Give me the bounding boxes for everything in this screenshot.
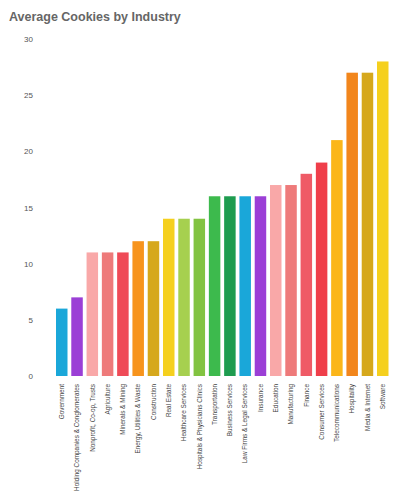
bar bbox=[71, 297, 83, 376]
x-tick-label: Agriculture bbox=[104, 384, 112, 415]
x-tick-label: Minerals & Mining bbox=[119, 384, 127, 435]
y-tick-label: 5 bbox=[29, 316, 34, 325]
x-tick-label: Media & Internet bbox=[364, 384, 371, 431]
x-tick-label: Manufacturing bbox=[287, 384, 295, 425]
x-tick-label: Business Services bbox=[226, 384, 233, 436]
bar bbox=[102, 252, 114, 376]
x-tick-label: Real Estate bbox=[165, 384, 172, 417]
x-tick-label: Hospitals & Physicians Clinics bbox=[196, 384, 204, 469]
bar bbox=[270, 185, 282, 376]
bar bbox=[178, 219, 190, 376]
bar bbox=[132, 241, 144, 376]
y-tick-label: 30 bbox=[24, 35, 33, 44]
bar bbox=[239, 196, 251, 376]
y-tick-label: 25 bbox=[24, 91, 33, 100]
x-tick-label: Healthcare Services bbox=[180, 384, 187, 441]
bar bbox=[362, 73, 374, 376]
bar bbox=[148, 241, 160, 376]
x-tick-label: Nonprofit, Co-op, Trusts bbox=[89, 384, 97, 452]
x-tick-label: Hospitality bbox=[348, 383, 356, 413]
x-tick-label: Energy, Utilities & Waste bbox=[134, 384, 142, 454]
y-tick-label: 20 bbox=[24, 147, 33, 156]
bar bbox=[194, 219, 206, 376]
bar bbox=[255, 196, 267, 376]
bar bbox=[224, 196, 236, 376]
x-tick-label: Finance bbox=[303, 384, 310, 407]
y-tick-label: 0 bbox=[29, 372, 34, 381]
y-tick-label: 10 bbox=[24, 260, 33, 269]
x-tick-label: Education bbox=[272, 384, 279, 413]
x-tick-label: Insurance bbox=[257, 384, 264, 413]
y-tick-label: 15 bbox=[24, 204, 33, 213]
bar bbox=[377, 61, 389, 376]
bar bbox=[209, 196, 221, 376]
x-tick-label: Telecommunications bbox=[333, 384, 340, 442]
x-tick-label: Software bbox=[379, 384, 386, 410]
x-tick-label: Law Firms & Legal Services bbox=[241, 384, 249, 463]
x-tick-label: Transportation bbox=[211, 384, 219, 425]
bar bbox=[285, 185, 297, 376]
bar bbox=[87, 252, 99, 376]
x-tick-label: Consumer Services bbox=[318, 384, 325, 440]
x-tick-label: Holding Companies & Conglomerates bbox=[73, 384, 81, 491]
x-tick-label: Construction bbox=[150, 384, 157, 420]
bar bbox=[117, 252, 128, 376]
title: Average Cookies by Industry bbox=[9, 10, 181, 24]
bar bbox=[163, 219, 175, 376]
bar bbox=[56, 309, 68, 376]
bar bbox=[331, 140, 343, 376]
bar bbox=[301, 174, 313, 376]
bar bbox=[346, 73, 358, 376]
bars bbox=[56, 61, 389, 376]
bar bbox=[316, 163, 328, 376]
x-tick-label: Government bbox=[58, 384, 65, 419]
chart: Average Cookies by Industry 0 5 10 15 20 25 30 G… bbox=[0, 0, 397, 495]
